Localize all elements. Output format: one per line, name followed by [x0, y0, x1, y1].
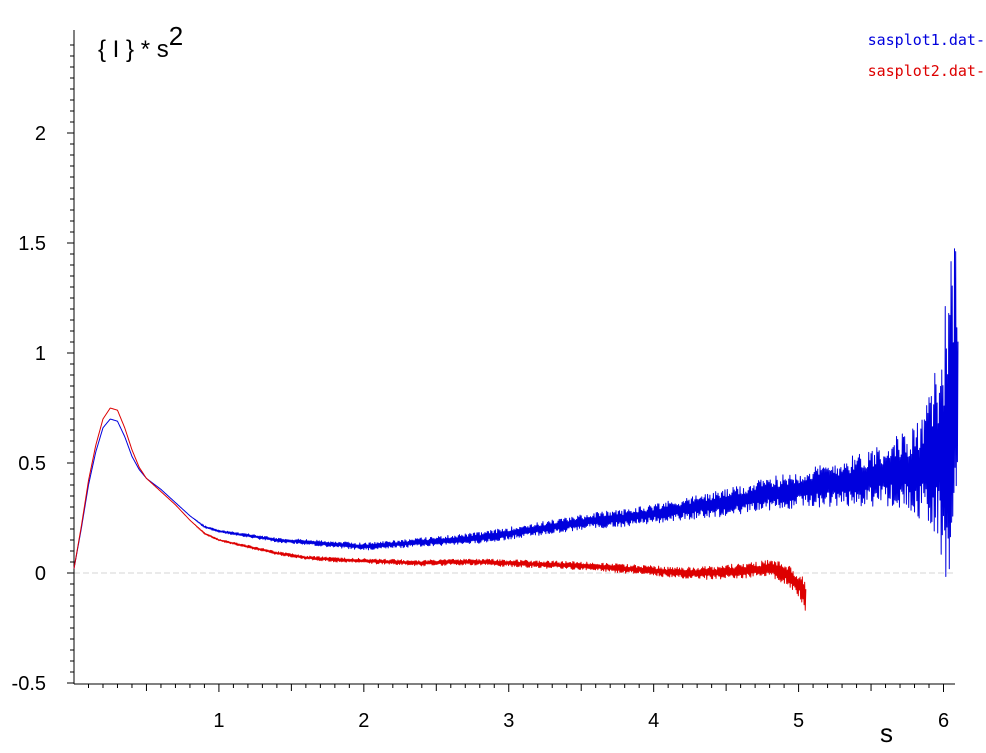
y-tick-label: 1 — [35, 343, 46, 365]
x-tick-label: 6 — [938, 710, 949, 732]
x-tick-label: 2 — [358, 710, 369, 732]
legend-entry-2: sasplot2.dat- — [868, 62, 985, 80]
axes — [73, 30, 955, 685]
legend: sasplot1.dat-sasplot2.dat- — [868, 31, 985, 80]
x-tick-label: 4 — [648, 710, 659, 732]
series — [73, 248, 959, 611]
series-line-2 — [73, 407, 807, 611]
legend-entry-1: sasplot1.dat- — [868, 31, 985, 49]
ticks: -0.5 0 0.5 1 1.5 2 1 2 3 4 5 6 — [12, 44, 949, 732]
y-tick-label: 1.5 — [18, 233, 46, 255]
y-tick-label: 0 — [35, 563, 46, 585]
y-tick-label: 0.5 — [18, 453, 46, 475]
y-axis-label: { I } * s2 — [98, 21, 183, 63]
axis-labels: { I } * s2 s — [98, 21, 893, 748]
x-tick-label: 5 — [793, 710, 804, 732]
x-tick-label: 1 — [213, 710, 224, 732]
y-tick-label: 2 — [35, 123, 46, 145]
y-tick-label: -0.5 — [12, 673, 46, 695]
y-axis-label-base: { I } * s — [98, 36, 169, 63]
x-tick-label: 3 — [503, 710, 514, 732]
x-axis-label: s — [880, 718, 893, 748]
series-line-1 — [73, 248, 959, 578]
y-axis-label-exponent: 2 — [169, 21, 183, 51]
